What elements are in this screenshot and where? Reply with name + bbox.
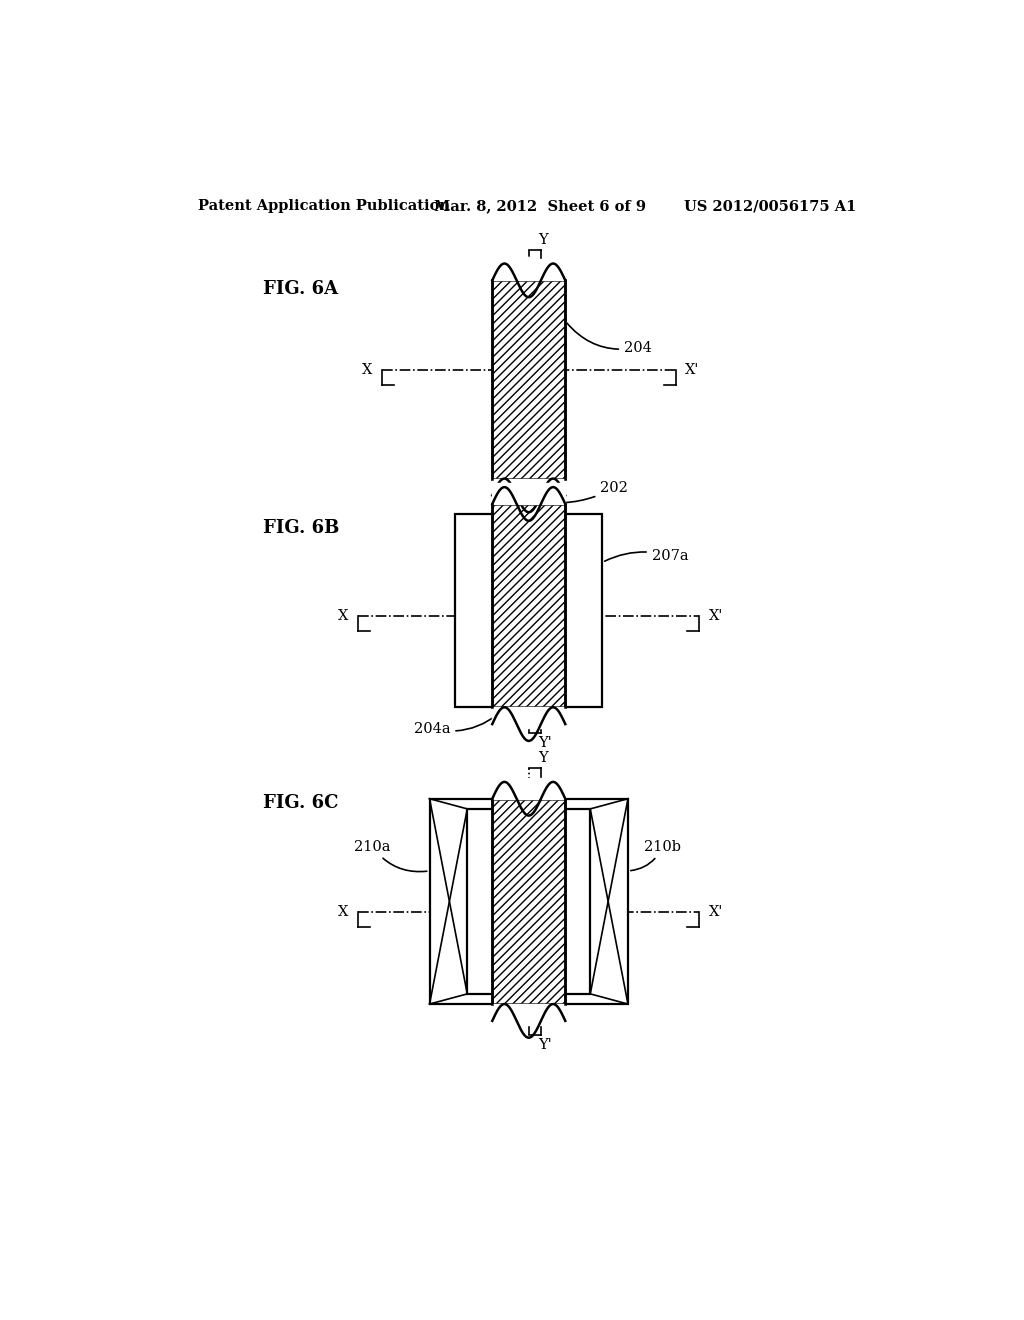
Text: 207a: 207a bbox=[604, 549, 688, 562]
Polygon shape bbox=[493, 504, 565, 708]
Text: 204: 204 bbox=[567, 323, 652, 355]
Text: 210b: 210b bbox=[631, 840, 681, 871]
Polygon shape bbox=[467, 809, 590, 994]
Text: Y: Y bbox=[539, 751, 548, 766]
Text: FIG. 6B: FIG. 6B bbox=[263, 519, 339, 537]
Polygon shape bbox=[493, 280, 565, 479]
Polygon shape bbox=[493, 799, 565, 1005]
Text: X: X bbox=[362, 363, 373, 376]
Text: X': X' bbox=[709, 904, 723, 919]
Text: Y: Y bbox=[539, 232, 548, 247]
Text: Y: Y bbox=[539, 466, 548, 480]
Text: X: X bbox=[338, 609, 348, 623]
Text: FIG. 6C: FIG. 6C bbox=[263, 793, 338, 812]
Polygon shape bbox=[430, 799, 628, 1005]
Text: Patent Application Publication: Patent Application Publication bbox=[198, 199, 450, 213]
Text: Y': Y' bbox=[539, 507, 552, 521]
Text: 210a: 210a bbox=[354, 840, 427, 871]
Text: Y': Y' bbox=[539, 735, 552, 750]
Text: Mar. 8, 2012  Sheet 6 of 9: Mar. 8, 2012 Sheet 6 of 9 bbox=[433, 199, 645, 213]
Text: X': X' bbox=[685, 363, 699, 376]
Text: US 2012/0056175 A1: US 2012/0056175 A1 bbox=[684, 199, 856, 213]
Text: 202: 202 bbox=[531, 480, 628, 503]
Text: FIG. 6A: FIG. 6A bbox=[263, 280, 338, 298]
Polygon shape bbox=[493, 504, 565, 708]
Polygon shape bbox=[456, 515, 602, 708]
Polygon shape bbox=[493, 799, 565, 1005]
Text: X': X' bbox=[709, 609, 723, 623]
Text: 204a: 204a bbox=[414, 714, 498, 735]
Text: Y': Y' bbox=[539, 1038, 552, 1052]
Text: X: X bbox=[338, 904, 348, 919]
Polygon shape bbox=[493, 280, 565, 479]
